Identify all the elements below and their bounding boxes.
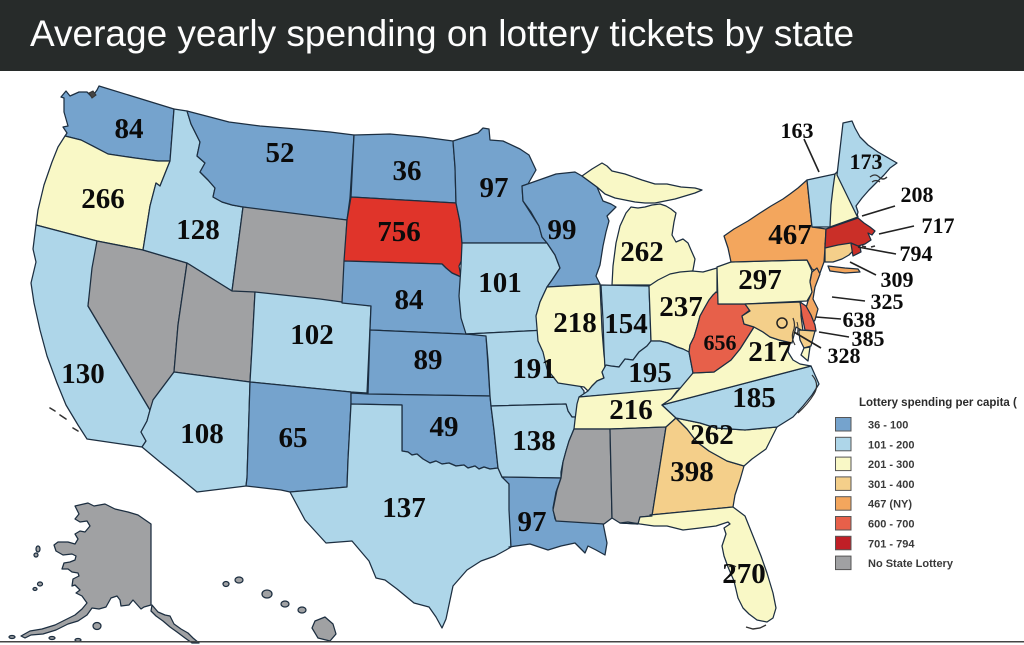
svg-text:262: 262 <box>690 419 734 451</box>
svg-text:173: 173 <box>850 149 883 174</box>
svg-text:191: 191 <box>512 353 556 385</box>
svg-text:84: 84 <box>115 113 144 145</box>
svg-text:89: 89 <box>414 344 443 376</box>
svg-text:137: 137 <box>382 492 426 524</box>
svg-text:328: 328 <box>828 343 861 368</box>
svg-text:325: 325 <box>871 289 904 314</box>
svg-text:638: 638 <box>843 307 876 332</box>
svg-text:301 - 400: 301 - 400 <box>868 479 914 491</box>
svg-text:108: 108 <box>180 418 224 450</box>
svg-text:138: 138 <box>512 425 556 457</box>
svg-text:208: 208 <box>901 182 934 207</box>
svg-text:467: 467 <box>768 219 812 251</box>
svg-text:467 (NY): 467 (NY) <box>868 499 912 511</box>
svg-text:656: 656 <box>704 330 737 355</box>
svg-text:154: 154 <box>604 308 648 340</box>
svg-text:No State Lottery: No State Lottery <box>868 558 954 570</box>
svg-text:185: 185 <box>732 382 776 414</box>
svg-text:84: 84 <box>395 284 424 316</box>
svg-text:Lottery spending per capita (: Lottery spending per capita ( <box>859 397 1017 409</box>
svg-text:756: 756 <box>377 216 421 248</box>
svg-text:218: 218 <box>553 307 597 339</box>
svg-text:52: 52 <box>266 137 295 169</box>
svg-text:600 - 700: 600 - 700 <box>868 519 914 531</box>
svg-text:97: 97 <box>518 506 547 538</box>
svg-text:128: 128 <box>176 214 220 246</box>
svg-text:794: 794 <box>900 241 933 266</box>
svg-text:297: 297 <box>738 264 782 296</box>
svg-text:102: 102 <box>290 319 334 351</box>
svg-text:270: 270 <box>722 558 766 590</box>
svg-text:99: 99 <box>548 214 577 246</box>
svg-text:217: 217 <box>748 336 792 368</box>
svg-text:216: 216 <box>609 394 653 426</box>
svg-text:701 - 794: 701 - 794 <box>868 538 915 550</box>
svg-text:717: 717 <box>922 213 955 238</box>
svg-text:195: 195 <box>628 357 672 389</box>
svg-text:262: 262 <box>620 236 664 268</box>
svg-text:309: 309 <box>881 267 914 292</box>
svg-text:36: 36 <box>393 155 422 187</box>
svg-text:65: 65 <box>279 422 308 454</box>
svg-text:97: 97 <box>480 172 509 204</box>
svg-text:130: 130 <box>61 358 105 390</box>
svg-text:49: 49 <box>430 411 459 443</box>
svg-text:266: 266 <box>81 183 125 215</box>
svg-text:398: 398 <box>670 456 714 488</box>
svg-text:101: 101 <box>478 267 522 299</box>
svg-text:101 - 200: 101 - 200 <box>868 439 914 451</box>
svg-text:385: 385 <box>852 326 885 351</box>
svg-text:201 - 300: 201 - 300 <box>868 459 914 471</box>
svg-text:163: 163 <box>781 118 814 143</box>
svg-text:36 - 100: 36 - 100 <box>868 420 908 432</box>
svg-text:237: 237 <box>659 291 703 323</box>
